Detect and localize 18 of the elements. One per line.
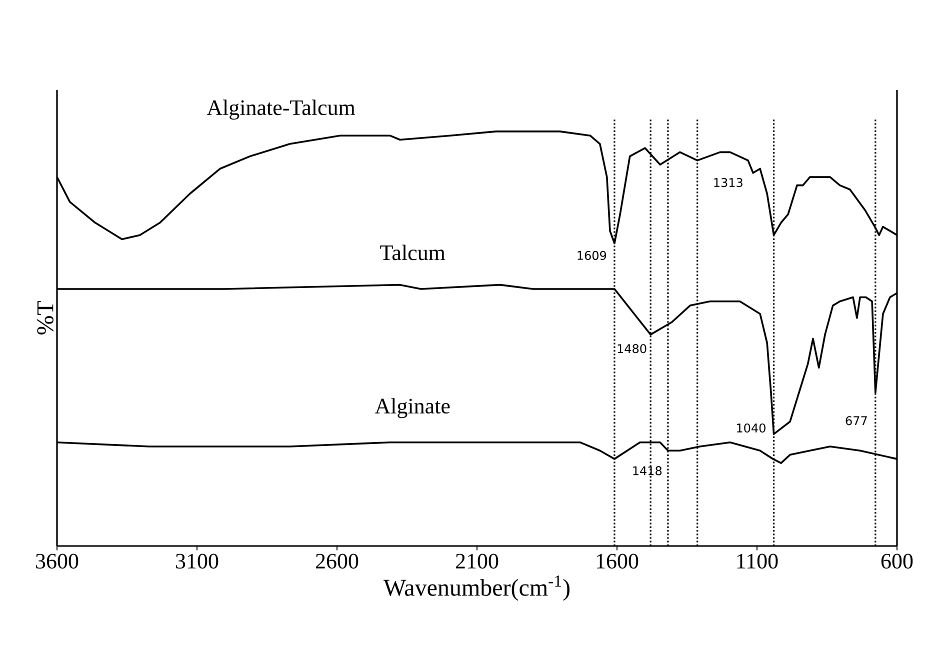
x-tick-label: 2100 [456,554,498,569]
x-tick-label: 1600 [596,554,638,569]
x-tick-label: 1100 [737,554,778,569]
annotation: 1609 [578,250,606,260]
annotation: 1040 [737,423,766,433]
series-label: Alginate-Talcum [206,100,356,120]
series-label: Talcum [380,244,446,260]
annotation: 1313 [714,178,742,188]
annotation: 677 [846,416,867,426]
x-tick-label: 3100 [176,554,218,569]
x-axis-title: Wavenumber(cm$^{-1}$) [383,576,570,601]
y-axis-title: %T [37,301,54,334]
x-tick-label: 3600 [36,554,78,569]
series-label: Alginate [374,398,450,418]
annotation: 1418 [633,466,662,476]
annotation: 1480 [618,344,646,354]
x-tick-label: 600 [881,554,913,569]
x-tick-label: 2600 [316,554,358,569]
